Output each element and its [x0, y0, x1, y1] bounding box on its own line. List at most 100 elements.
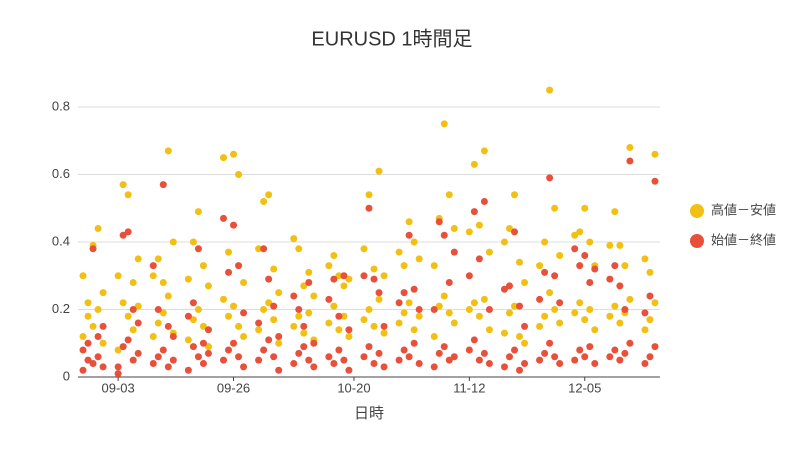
point	[395, 299, 403, 307]
point	[375, 295, 383, 303]
point	[500, 363, 508, 371]
point	[541, 349, 549, 357]
point	[485, 360, 493, 367]
point	[556, 360, 564, 367]
point	[641, 309, 649, 317]
point	[305, 356, 313, 364]
point	[586, 238, 594, 246]
point	[184, 366, 192, 374]
point	[546, 339, 554, 347]
point	[220, 214, 227, 222]
point	[470, 336, 478, 344]
legend-label: 始値－終値	[711, 232, 776, 247]
y-tick-label: 0.6	[52, 166, 70, 181]
point	[79, 366, 87, 374]
point	[325, 262, 333, 270]
point	[114, 272, 122, 280]
point	[370, 275, 378, 283]
x-tick-label: 09-26	[217, 380, 250, 395]
point	[134, 255, 142, 263]
point	[225, 268, 233, 276]
point	[626, 157, 634, 165]
point	[119, 231, 127, 239]
point	[500, 329, 508, 337]
point	[189, 343, 197, 351]
point	[240, 333, 248, 340]
point	[375, 289, 383, 297]
point	[99, 363, 107, 371]
point	[300, 329, 308, 337]
point	[430, 306, 438, 313]
point	[295, 312, 303, 320]
point	[395, 248, 403, 256]
point	[621, 306, 629, 313]
legend-marker	[690, 204, 704, 218]
point	[465, 306, 473, 313]
point	[345, 326, 353, 334]
point	[325, 353, 333, 361]
point	[586, 279, 594, 286]
point	[651, 343, 659, 351]
point	[370, 265, 378, 273]
point	[480, 349, 488, 357]
point	[99, 322, 107, 330]
point	[581, 204, 589, 212]
point	[89, 322, 97, 330]
point	[360, 245, 368, 253]
point	[485, 306, 493, 313]
point	[199, 322, 207, 330]
point	[114, 346, 122, 354]
point	[556, 319, 564, 327]
point	[440, 231, 448, 239]
point	[129, 306, 137, 313]
point	[445, 279, 453, 286]
point	[89, 360, 97, 367]
point	[235, 353, 243, 361]
point	[265, 191, 273, 199]
point	[430, 262, 438, 270]
point	[360, 316, 368, 324]
point	[395, 356, 403, 364]
point	[541, 238, 549, 246]
point	[270, 316, 278, 324]
point	[225, 312, 233, 320]
point	[571, 309, 579, 317]
point	[220, 295, 227, 303]
point	[616, 319, 624, 327]
point	[335, 326, 343, 334]
point	[405, 299, 413, 307]
point	[551, 306, 559, 313]
point	[204, 349, 212, 357]
point	[225, 248, 233, 256]
point	[646, 292, 654, 300]
y-tick-label: 0	[63, 368, 70, 383]
point	[154, 306, 162, 313]
point	[365, 204, 373, 212]
point	[536, 356, 544, 364]
point	[335, 346, 343, 354]
point	[290, 292, 298, 300]
point	[450, 319, 458, 327]
point	[124, 336, 132, 344]
point	[505, 309, 513, 317]
point	[616, 241, 624, 249]
point	[591, 360, 599, 367]
point	[576, 346, 584, 354]
point	[275, 339, 283, 347]
point	[310, 363, 318, 371]
point	[621, 349, 629, 357]
point	[79, 346, 87, 354]
point	[194, 306, 202, 313]
point	[470, 160, 478, 168]
point	[591, 265, 599, 273]
point	[199, 262, 207, 270]
point	[149, 333, 157, 340]
point	[310, 292, 318, 300]
point	[581, 353, 589, 361]
point	[255, 245, 263, 253]
point	[230, 302, 238, 310]
point	[485, 326, 493, 334]
point	[410, 238, 418, 246]
point	[159, 346, 167, 354]
point	[511, 302, 518, 310]
